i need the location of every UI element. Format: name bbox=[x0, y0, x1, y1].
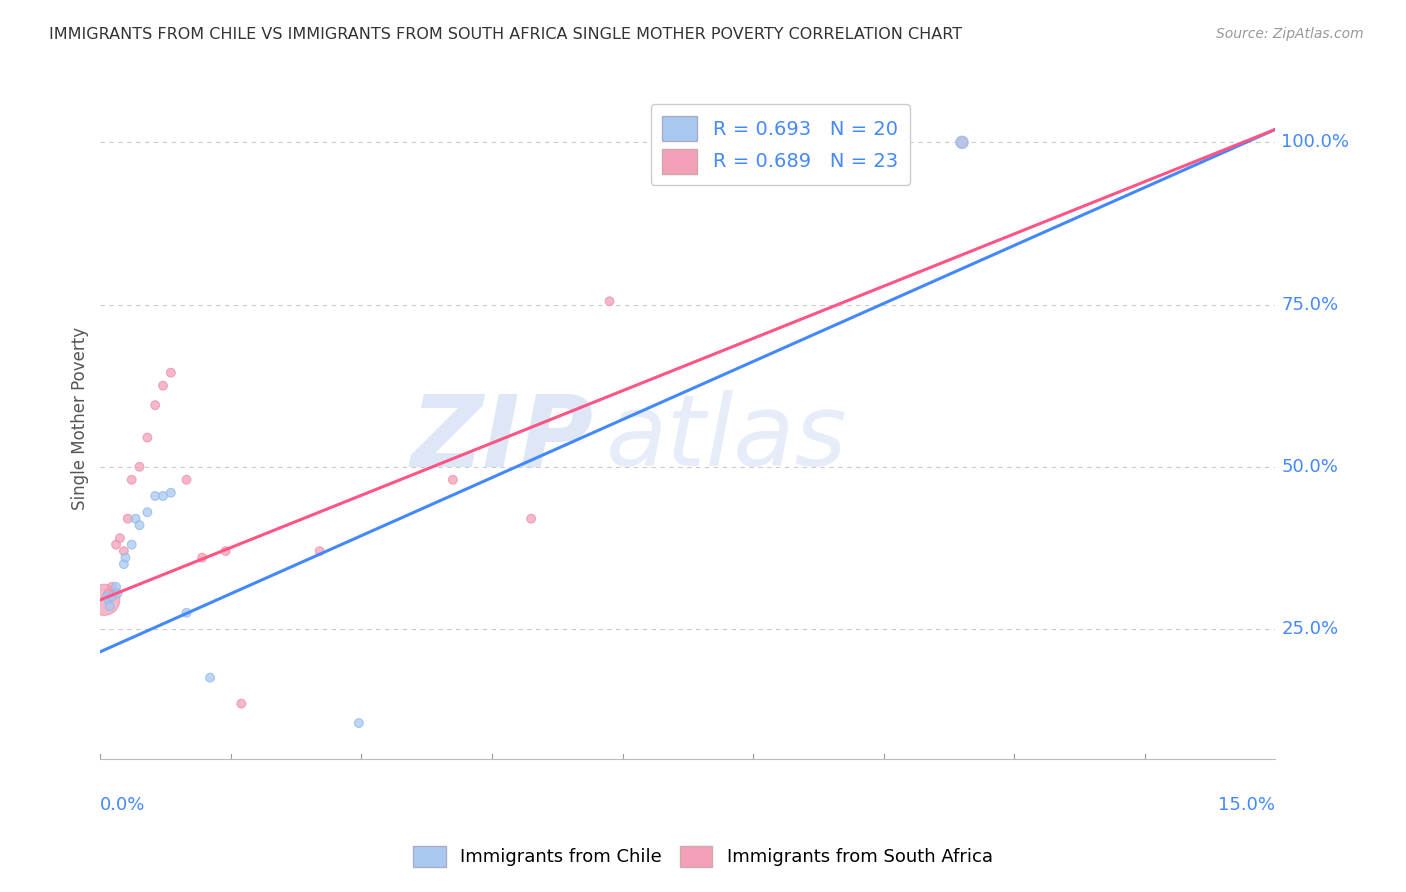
Point bbox=[950, 136, 973, 150]
Point bbox=[347, 716, 370, 731]
Point bbox=[176, 473, 198, 487]
Point bbox=[152, 489, 174, 503]
Point bbox=[599, 294, 621, 309]
Point bbox=[128, 518, 150, 533]
Point bbox=[124, 511, 146, 525]
Point bbox=[136, 505, 159, 519]
Y-axis label: Single Mother Poverty: Single Mother Poverty bbox=[72, 326, 89, 509]
Point bbox=[231, 697, 253, 711]
Text: atlas: atlas bbox=[606, 390, 848, 487]
Point bbox=[128, 459, 150, 474]
Point bbox=[108, 531, 131, 545]
Point bbox=[143, 489, 166, 503]
Text: Source: ZipAtlas.com: Source: ZipAtlas.com bbox=[1216, 27, 1364, 41]
Point bbox=[176, 606, 198, 620]
Text: 75.0%: 75.0% bbox=[1281, 295, 1339, 314]
Text: IMMIGRANTS FROM CHILE VS IMMIGRANTS FROM SOUTH AFRICA SINGLE MOTHER POVERTY CORR: IMMIGRANTS FROM CHILE VS IMMIGRANTS FROM… bbox=[49, 27, 962, 42]
Point bbox=[441, 473, 464, 487]
Point bbox=[112, 544, 135, 558]
Text: ZIP: ZIP bbox=[411, 390, 593, 487]
Point bbox=[107, 586, 129, 600]
Text: 100.0%: 100.0% bbox=[1281, 133, 1350, 152]
Point bbox=[98, 599, 121, 614]
Point bbox=[152, 378, 174, 392]
Point bbox=[191, 550, 214, 565]
Point bbox=[97, 586, 120, 600]
Text: 0.0%: 0.0% bbox=[100, 797, 146, 814]
Point bbox=[160, 485, 183, 500]
Point bbox=[834, 138, 856, 153]
Point bbox=[105, 538, 128, 552]
Text: 15.0%: 15.0% bbox=[1219, 797, 1275, 814]
Point bbox=[215, 544, 238, 558]
Point bbox=[96, 590, 118, 604]
Point bbox=[117, 511, 139, 525]
Point bbox=[121, 473, 143, 487]
Point bbox=[143, 398, 166, 412]
Point bbox=[136, 431, 159, 445]
Point bbox=[101, 580, 124, 594]
Legend: Immigrants from Chile, Immigrants from South Africa: Immigrants from Chile, Immigrants from S… bbox=[406, 838, 1000, 874]
Point bbox=[114, 550, 136, 565]
Point bbox=[834, 136, 856, 150]
Legend: R = 0.693   N = 20, R = 0.689   N = 23: R = 0.693 N = 20, R = 0.689 N = 23 bbox=[651, 104, 910, 186]
Point bbox=[520, 511, 543, 525]
Point bbox=[198, 671, 221, 685]
Text: 25.0%: 25.0% bbox=[1281, 620, 1339, 638]
Point bbox=[93, 592, 115, 607]
Point bbox=[950, 136, 973, 150]
Point bbox=[97, 592, 120, 607]
Point bbox=[101, 590, 124, 604]
Point bbox=[160, 366, 183, 380]
Point bbox=[308, 544, 330, 558]
Point bbox=[105, 580, 128, 594]
Point bbox=[121, 538, 143, 552]
Text: 50.0%: 50.0% bbox=[1281, 458, 1339, 475]
Point bbox=[112, 557, 135, 571]
